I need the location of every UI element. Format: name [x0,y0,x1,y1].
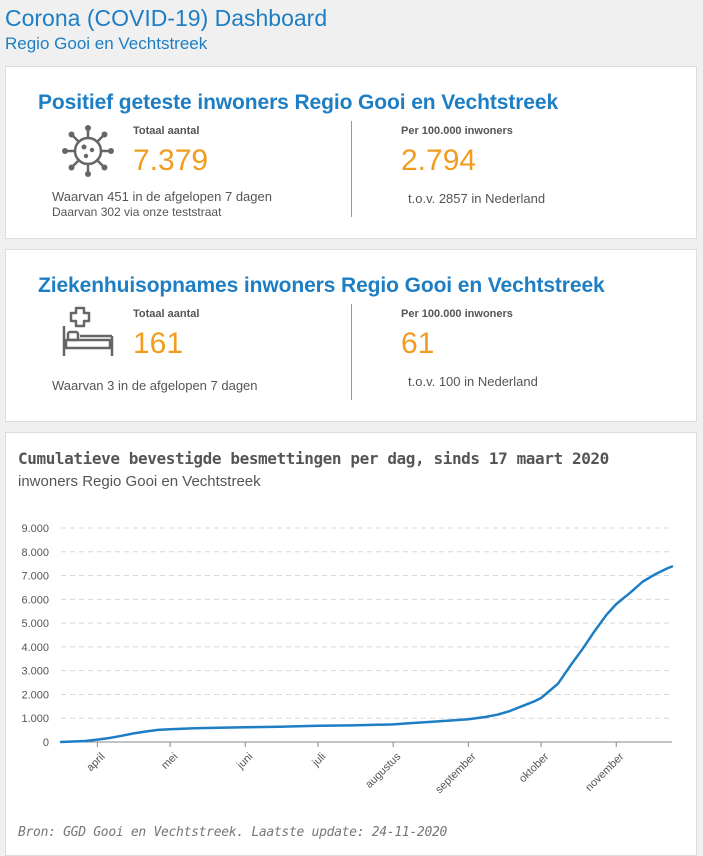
cumulative-chart-card: Cumulatieve bevestigde besmettingen per … [5,432,697,856]
total-label: Totaal aantal [133,308,200,320]
stat-divider [351,121,352,217]
y-tick-label: 2.000 [21,689,49,701]
x-tick-label: mei [159,751,180,772]
dashboard-header: Corona (COVID-19) Dashboard Regio Gooi e… [5,4,327,55]
y-axis-ticks: 0 1.000 2.000 3.000 4.000 5.000 6.000 7.000 8.00… [21,523,49,749]
virus-icon [62,125,114,177]
total-value: 7.379 [133,144,209,177]
x-tick-label: november [583,750,626,793]
x-axis-ticks: april mei juni juli augustus september oktober… [84,742,627,796]
per-100k-value: 61 [401,327,435,360]
x-tick-label: oktober [517,751,552,786]
total-value: 161 [133,327,184,360]
card-title: Ziekenhuisopnames inwoners Regio Gooi en… [38,274,605,297]
stat-divider [351,304,352,400]
hospital-admissions-card: Ziekenhuisopnames inwoners Regio Gooi en… [5,249,697,422]
x-tick-label: juli [310,751,329,770]
x-tick-label: april [84,751,107,774]
y-tick-label: 1.000 [21,713,49,725]
page-subtitle: Regio Gooi en Vechtstreek [5,34,208,53]
per-100k-note: t.o.v. 2857 in Nederland [408,191,546,206]
y-tick-label: 3.000 [21,666,49,678]
per-100k-value: 2.794 [401,144,477,177]
total-label: Totaal aantal [133,125,200,137]
y-tick-label: 5.000 [21,618,49,630]
total-note: Waarvan 3 in de afgelopen 7 dagen [52,378,258,393]
chart-source: Bron: GGD Gooi en Vechtstreek. Laatste u… [18,825,448,840]
x-tick-label: september [433,751,478,796]
x-tick-label: augustus [363,750,403,790]
x-tick-label: juni [234,751,255,772]
page-title: Corona (COVID-19) Dashboard [5,5,328,31]
positive-tests-card: Positief geteste inwoners Regio Gooi en … [5,66,697,239]
chart-title: Cumulatieve bevestigde besmettingen per … [18,449,609,468]
y-tick-label: 6.000 [21,594,49,606]
total-note-teststraat: Daarvan 302 via onze teststraat [52,205,222,219]
cumulative-line-chart: 0 1.000 2.000 3.000 4.000 5.000 6.000 7.000 8.00… [21,523,674,796]
y-tick-label: 8.000 [21,547,49,559]
y-tick-label: 4.000 [21,642,49,654]
total-note: Waarvan 451 in de afgelopen 7 dagen [52,189,272,204]
hospital-bed-icon [62,306,114,356]
per-100k-label: Per 100.000 inwoners [401,308,513,320]
y-tick-label: 9.000 [21,523,49,535]
per-100k-label: Per 100.000 inwoners [401,125,513,137]
chart-grid [61,527,672,719]
chart-subtitle: inwoners Regio Gooi en Vechtstreek [18,473,261,490]
card-title: Positief geteste inwoners Regio Gooi en … [38,91,559,114]
y-tick-label: 0 [43,737,49,749]
per-100k-note: t.o.v. 100 in Nederland [408,374,538,389]
series-line-cumulative [59,565,674,744]
y-tick-label: 7.000 [21,571,49,583]
